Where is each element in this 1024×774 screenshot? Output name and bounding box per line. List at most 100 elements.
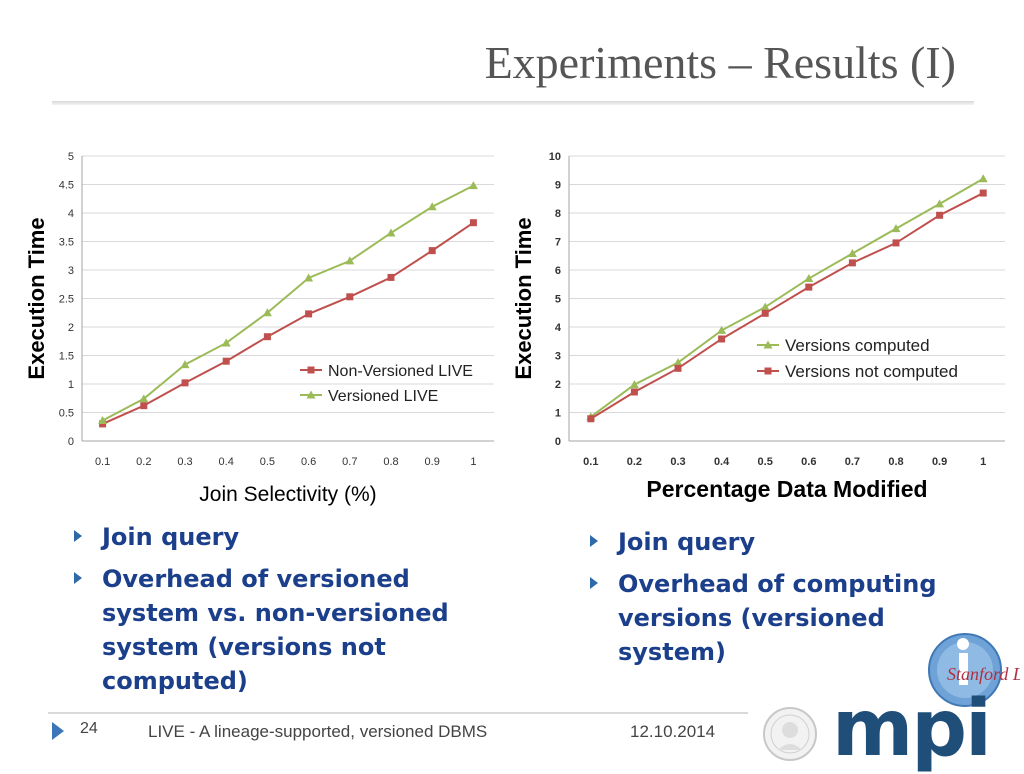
bullet-list-right: Join query Overhead of computing version… xyxy=(590,525,950,677)
chart0-data-point-1 xyxy=(262,308,272,317)
chart1-data-point-1 xyxy=(936,211,944,219)
chart1-data-point-1 xyxy=(587,415,595,423)
chart0-data-point-1 xyxy=(139,394,149,403)
chart0-data-point-1 xyxy=(98,415,108,424)
chart0-legend-label: Versioned LIVE xyxy=(328,388,438,405)
chart1-data-point-0 xyxy=(847,248,857,257)
bullet-text: Join query xyxy=(618,528,756,556)
chart1-data-point-0 xyxy=(978,174,988,183)
chart0-ytick-label: 0.5 xyxy=(59,408,74,420)
bullet-arrow-icon xyxy=(590,535,598,547)
chart0-xtick-label: 0.8 xyxy=(383,456,398,468)
chart0-xtick-label: 1 xyxy=(470,456,476,468)
stanford-lab-logo: Stanford Lab xyxy=(928,633,1020,707)
chart1-legend-marker xyxy=(764,367,772,375)
bullet-text: Overhead of computing versions (versione… xyxy=(618,570,937,666)
chart0-data-point-1 xyxy=(345,256,355,265)
chart0-ytick-label: 1 xyxy=(68,379,74,391)
chart1-legend-marker xyxy=(763,340,773,349)
chart0-ytick-label: 3.5 xyxy=(59,237,74,249)
chart0-xtick-label: 0.2 xyxy=(136,456,151,468)
chart0-series-line-1 xyxy=(102,184,474,422)
chart0-ytick-label: 1.5 xyxy=(59,351,74,363)
bullet-list-left: Join query Overhead of versioned system … xyxy=(74,520,474,706)
chart1-ytick-label: 4 xyxy=(555,322,562,334)
chart0-legend-marker xyxy=(306,390,316,399)
bullet-item: Overhead of versioned system vs. non-ver… xyxy=(74,562,474,698)
chart1-data-point-1 xyxy=(761,309,769,317)
chart1-legend-label: Versions not computed xyxy=(785,362,958,381)
chart1-y-axis-title: Execution Time xyxy=(511,217,536,379)
chart0-y-axis-title: Execution Time xyxy=(24,217,49,379)
chart1-ytick-label: 5 xyxy=(555,294,561,306)
footer-triangle-icon xyxy=(52,722,64,740)
chart1-legend-label: Versions computed xyxy=(785,336,930,355)
bullet-item: Join query xyxy=(74,520,474,554)
chart1-ytick-label: 0 xyxy=(555,436,561,448)
chart0-data-point-1 xyxy=(221,338,231,347)
chart0-data-point-0 xyxy=(263,333,271,341)
chart0-xtick-label: 0.6 xyxy=(301,456,316,468)
chart0-legend-label: Non-Versioned LIVE xyxy=(328,363,473,380)
chart1-data-point-1 xyxy=(979,189,987,197)
chart-join-selectivity-svg: 0 0.5 1 1.5 2 2.5 3 3.5 4 4.5 5 0.1 0.2 0.3 0.4 0.5 0.6 0… xyxy=(24,151,494,506)
bullet-text: Overhead of versioned system vs. non-ver… xyxy=(102,565,449,695)
chart1-data-point-1 xyxy=(892,239,900,247)
chart1-xtick-label: 0.2 xyxy=(627,456,642,468)
chart1-data-point-1 xyxy=(805,283,813,291)
chart0-ytick-label: 2 xyxy=(68,322,74,334)
chart0-xtick-label: 0.5 xyxy=(260,456,275,468)
footer-divider xyxy=(48,712,748,714)
chart1-data-point-1 xyxy=(848,259,856,267)
mpi-logo-text: mpi xyxy=(832,684,992,774)
chart1-xtick-label: 0.8 xyxy=(888,456,903,468)
chart0-ytick-label: 0 xyxy=(68,436,74,448)
chart1-ytick-label: 1 xyxy=(555,408,561,420)
chart1-ytick-label: 7 xyxy=(555,237,561,249)
chart0-xtick-label: 0.7 xyxy=(342,456,357,468)
chart0-ytick-label: 4 xyxy=(68,208,74,220)
chart0-legend-marker xyxy=(307,366,315,374)
footer-title: LIVE - A lineage-supported, versioned DB… xyxy=(148,722,488,741)
chart1-ytick-label: 6 xyxy=(555,265,561,277)
chart1-ytick-label: 10 xyxy=(549,151,561,163)
chart0-data-point-0 xyxy=(181,379,189,387)
slide-title: Experiments – Results (I) xyxy=(484,37,956,88)
slide-number: 24 xyxy=(80,720,98,737)
chart1-ytick-label: 2 xyxy=(555,379,561,391)
chart1-xtick-label: 0.7 xyxy=(845,456,860,468)
bullet-item: Join query xyxy=(590,525,950,559)
chart0-ytick-label: 3 xyxy=(68,265,74,277)
bullet-arrow-icon xyxy=(590,577,598,589)
chart1-series-line-0 xyxy=(590,177,984,418)
chart0-data-point-0 xyxy=(428,247,436,255)
chart0-x-axis-title: Join Selectivity (%) xyxy=(199,483,376,506)
chart1-ytick-label: 8 xyxy=(555,208,561,220)
chart1-x-axis-title: Percentage Data Modified xyxy=(646,476,927,502)
chart0-data-point-0 xyxy=(387,273,395,281)
bullet-text: Join query xyxy=(102,523,240,551)
chart0-data-point-0 xyxy=(305,310,313,318)
chart0-data-point-0 xyxy=(469,219,477,227)
chart1-xtick-label: 0.3 xyxy=(670,456,685,468)
max-planck-seal-icon xyxy=(763,707,817,761)
bullet-arrow-icon xyxy=(74,572,82,584)
chart1-data-point-0 xyxy=(935,199,945,208)
chart1-data-point-0 xyxy=(673,358,683,367)
chart1-data-point-0 xyxy=(804,274,814,283)
chart0-xtick-label: 0.9 xyxy=(425,456,440,468)
chart1-data-point-1 xyxy=(718,335,726,343)
chart0-xtick-label: 0.4 xyxy=(219,456,234,468)
chart1-data-point-0 xyxy=(629,380,639,389)
chart1-ytick-label: 9 xyxy=(555,180,561,192)
chart-join-selectivity: 0 0.5 1 1.5 2 2.5 3 3.5 4 4.5 5 0.1 0.2 0.3 0.4 0.5 0.6 0… xyxy=(20,145,510,515)
footer-date: 12.10.2014 xyxy=(630,722,716,741)
chart1-xtick-label: 0.4 xyxy=(714,456,730,468)
chart0-series-line-0 xyxy=(102,221,474,425)
chart1-xtick-label: 0.5 xyxy=(758,456,773,468)
chart1-ytick-label: 3 xyxy=(555,351,561,363)
chart1-data-point-0 xyxy=(891,224,901,233)
stanford-logo-text: Stanford Lab xyxy=(947,664,1020,684)
chart1-series-line-1 xyxy=(590,192,984,420)
chart-percentage-modified-svg: 0 1 2 3 4 5 6 7 8 9 10 0.1 0.2 0.3 0.4 0.5 0.6 0.7 0.8 0.9 1… xyxy=(511,151,1005,502)
